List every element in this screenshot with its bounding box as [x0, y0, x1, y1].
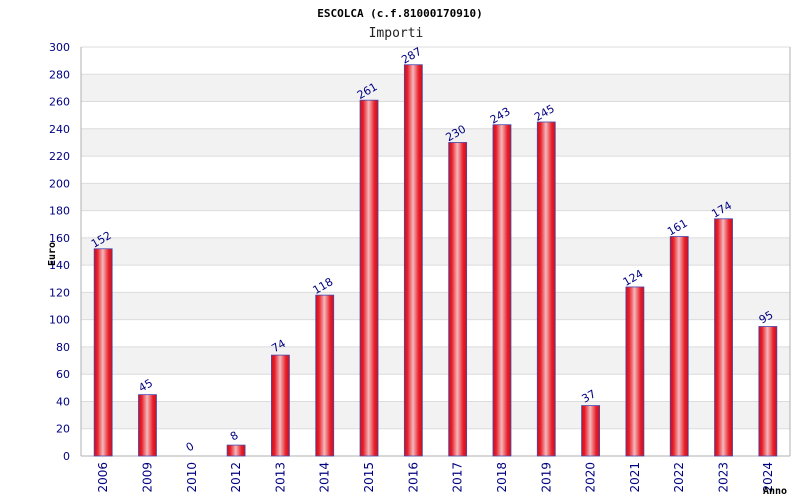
grid-band [81, 156, 790, 184]
grid-band [81, 210, 790, 238]
x-tick-label: 2013 [273, 462, 287, 493]
y-tick-label: 20 [56, 423, 70, 436]
x-tick-label: 2009 [140, 462, 154, 493]
bar [714, 218, 733, 457]
bars-group [93, 64, 778, 457]
y-tick-label: 280 [49, 68, 70, 81]
y-tick-label: 180 [49, 205, 70, 218]
bar [492, 124, 512, 457]
bar [536, 121, 556, 457]
y-tick-label: 100 [49, 314, 70, 327]
y-axis-ticks: 0 20 40 60 80 100 120 140 160 180 200 220 240 260 280 3… [49, 41, 70, 463]
bar [448, 142, 468, 457]
y-tick-label: 0 [63, 450, 70, 463]
y-tick-label: 200 [49, 177, 70, 190]
grid-band [81, 128, 790, 157]
x-axis-ticks: 2006 2009 2010 2012 2013 2014 2015 2016 2017 2018… [96, 462, 775, 493]
bar [669, 236, 689, 457]
x-tick-label: 2019 [539, 462, 553, 493]
x-tick-label: 2006 [96, 462, 110, 493]
data-label: 37 [580, 387, 599, 405]
y-tick-label: 120 [49, 286, 70, 299]
bar [403, 64, 423, 457]
grid-band [81, 74, 790, 102]
y-tick-label: 60 [56, 368, 70, 381]
y-tick-label: 40 [56, 395, 70, 408]
x-tick-label: 2021 [628, 462, 642, 493]
chart-title: ESCOLCA (c.f.81000170910) [317, 7, 483, 20]
x-tick-label: 2022 [672, 462, 686, 493]
grid-band [81, 183, 790, 211]
y-tick-label: 240 [49, 123, 70, 136]
x-tick-label: 2018 [495, 462, 509, 493]
x-tick-label: 2014 [318, 462, 332, 493]
bar [359, 99, 379, 457]
data-label: 95 [757, 308, 776, 326]
data-label: 74 [269, 337, 288, 355]
bar [315, 294, 335, 457]
bar [226, 444, 246, 457]
y-tick-label: 300 [49, 41, 70, 54]
chart-subtitle: Importi [369, 26, 424, 41]
bar [138, 394, 157, 457]
bar [271, 354, 290, 457]
x-tick-label: 2023 [717, 462, 731, 493]
bar [581, 405, 600, 457]
x-tick-label: 2010 [185, 462, 199, 493]
x-tick-label: 2024 [761, 462, 775, 493]
grid-band [81, 101, 790, 129]
x-tick-label: 2012 [229, 462, 243, 493]
bar [93, 248, 113, 457]
y-tick-label: 160 [49, 232, 70, 245]
y-tick-label: 80 [56, 341, 70, 354]
y-tick-label: 220 [49, 150, 70, 163]
x-tick-label: 2015 [362, 462, 376, 493]
y-tick-label: 260 [49, 96, 70, 109]
data-label: 45 [136, 376, 155, 394]
bar [758, 326, 778, 457]
y-axis-label: Euro [47, 242, 58, 266]
x-tick-label: 2017 [451, 462, 465, 493]
y-tick-label: 140 [49, 259, 70, 272]
bar [625, 286, 645, 457]
x-axis-label: Anno [763, 486, 787, 497]
x-tick-label: 2020 [584, 462, 598, 493]
x-tick-label: 2016 [406, 462, 420, 493]
grid-band [81, 47, 790, 75]
